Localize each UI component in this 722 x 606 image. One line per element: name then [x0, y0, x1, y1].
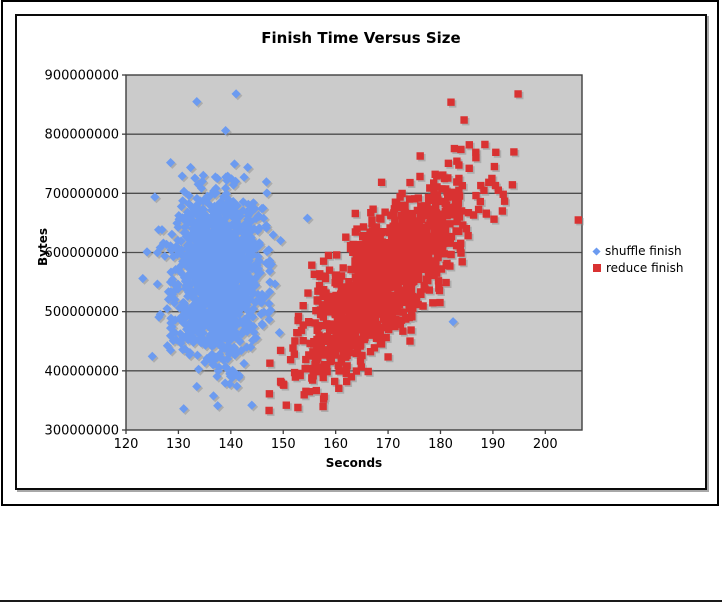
y-tick-label: 600000000 — [45, 246, 119, 261]
points-shuffle-finish — [138, 89, 458, 414]
x-tick-label: 190 — [480, 437, 505, 452]
x-tick-label: 200 — [533, 437, 558, 452]
shuffle-finish-diamond-icon — [592, 246, 601, 256]
y-tick-label: 500000000 — [45, 305, 119, 320]
chart-plot-svg: 300000000 400000000 500000000 600000000 7000… — [45, 69, 584, 452]
x-tick-label: 120 — [114, 437, 139, 452]
x-tick-label: 140 — [218, 437, 243, 452]
reduce-finish-square-icon — [593, 264, 601, 272]
legend-item-reduce-finish: reduce finish — [593, 260, 683, 276]
chart-container: Finish Time Versus Size 300000000 4000000… — [15, 14, 707, 490]
x-tick-label: 130 — [166, 437, 191, 452]
y-tick-label: 300000000 — [45, 424, 119, 439]
x-tick-label: 150 — [271, 437, 296, 452]
legend: shuffle finish reduce finish — [592, 243, 683, 276]
y-tick-label: 700000000 — [45, 187, 119, 202]
chart-title: Finish Time Versus Size — [261, 29, 461, 47]
points-reduce-finish — [265, 90, 582, 415]
page-bottom-rule — [0, 600, 722, 602]
y-tick-label: 900000000 — [45, 69, 119, 84]
x-axis-title: Seconds — [325, 456, 383, 470]
legend-item-shuffle-finish: shuffle finish — [592, 243, 683, 259]
document-frame: Finish Time Versus Size 300000000 4000000… — [1, 0, 719, 506]
x-tick-label: 160 — [323, 437, 348, 452]
y-axis-title: Bytes — [36, 228, 50, 266]
y-tick-label: 800000000 — [45, 128, 119, 143]
x-tick-label: 180 — [428, 437, 453, 452]
legend-label-reduce-finish: reduce finish — [606, 261, 684, 275]
x-tick-label: 170 — [376, 437, 401, 452]
legend-label-shuffle-finish: shuffle finish — [605, 244, 682, 258]
y-tick-label: 400000000 — [45, 364, 119, 379]
